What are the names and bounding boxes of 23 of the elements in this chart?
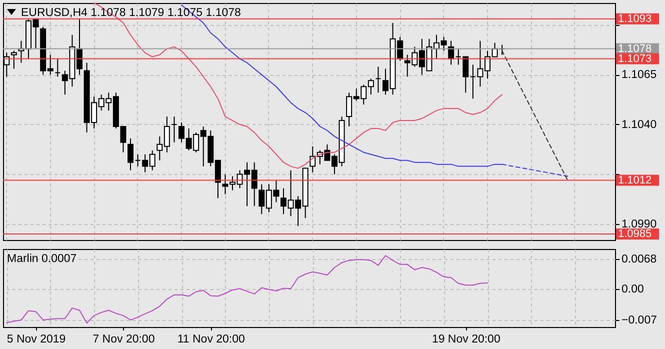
y-tick-label: 1.1065 xyxy=(622,69,657,82)
line-series xyxy=(6,255,488,324)
candlestick xyxy=(128,138,134,171)
y-tick-label: 1.1040 xyxy=(622,118,657,131)
x-tick-label: 7 Nov 20:00 xyxy=(92,334,155,346)
y-tick-label: 0.0068 xyxy=(622,254,657,266)
ref-line-label: 1.0985 xyxy=(618,228,652,240)
candlestick xyxy=(171,116,178,143)
chart-title: Marlin 0.0007 xyxy=(7,253,77,265)
candlestick xyxy=(375,66,382,94)
line-series xyxy=(94,2,503,169)
ref-line-label: 1.1078 xyxy=(618,42,652,55)
ref-line-label: 1.1012 xyxy=(618,174,652,186)
x-tick-label: 19 Nov 20:00 xyxy=(432,334,500,346)
x-tick-label: 5 Nov 2019 xyxy=(6,334,66,346)
y-tick-label: 0.00 xyxy=(622,284,644,296)
candlestick xyxy=(54,58,61,78)
ref-line-label: 1.1093 xyxy=(618,12,652,25)
ref-line-label: 1.1073 xyxy=(618,52,652,65)
candlestick xyxy=(10,50,17,70)
y-tick-label: −0.007 xyxy=(622,314,657,326)
candlestick xyxy=(310,146,316,173)
x-tick-label: 11 Nov 20:00 xyxy=(177,334,245,346)
